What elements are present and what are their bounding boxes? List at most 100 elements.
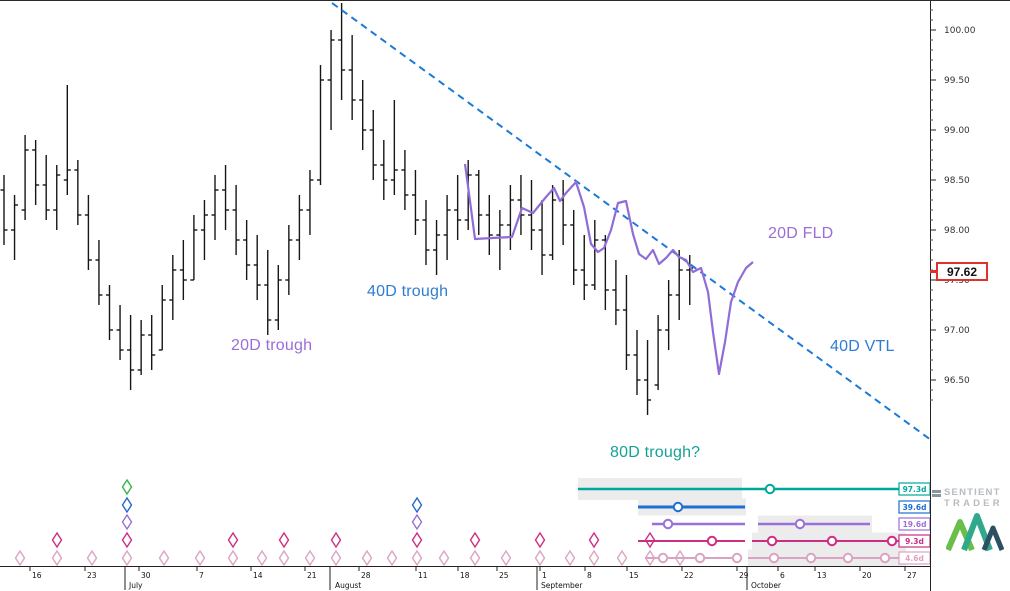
week-label: 1 (542, 571, 547, 580)
price-tick-label: 97.00 (944, 326, 970, 336)
purple-cycle-diamond (411, 513, 423, 531)
week-label: 18 (460, 571, 470, 580)
pink-cycle-diamond (86, 549, 98, 567)
trough-40d-label: 40D trough (367, 283, 449, 300)
cycle-row-9.3d: 9.3d (638, 534, 931, 548)
price-tick-label: 100.00 (944, 26, 976, 36)
week-label: 21 (307, 571, 317, 580)
week-label: 6 (780, 571, 785, 580)
logo-text-trader: TRADER (944, 498, 1003, 509)
week-label: 22 (684, 571, 694, 580)
last-price-label: 97.62 (936, 262, 988, 281)
pink-cycle-diamond (227, 549, 239, 567)
cycle-peak-marker (706, 535, 718, 547)
cycle-peak-marker (672, 501, 684, 513)
week-label: 23 (87, 571, 97, 580)
vtl-40d-label: 40D VTL (830, 338, 895, 355)
pink-cycle-diamond (361, 549, 373, 567)
cycle-peak-marker (768, 552, 780, 564)
vtl-40d-line[interactable] (331, 2, 932, 441)
cycle-peak-marker (879, 552, 891, 564)
pink-cycle-diamond (588, 549, 600, 567)
fld-20d-line[interactable] (463, 163, 754, 376)
month-label: August (335, 581, 361, 590)
price-tick-label: 98.50 (944, 176, 970, 186)
week-label: 7 (199, 571, 204, 580)
pink-cycle-diamond (330, 549, 342, 567)
pink-cycle-diamond (564, 549, 576, 567)
magenta-cycle-diamond (227, 531, 239, 549)
last-price-value: 97.62 (946, 264, 978, 279)
pink-cycle-diamond (256, 549, 268, 567)
cycle-peak-marker (842, 552, 854, 564)
cycle-peak-marker (826, 535, 838, 547)
price-axis: 100.00 99.50 99.00 98.50 98.00 97.50 97.00 96.5… (930, 9, 976, 401)
magenta-cycle-diamond (51, 531, 63, 549)
cycle-label: 4.6d (905, 554, 924, 563)
cycle-label: 39.6d (903, 503, 927, 512)
magenta-cycle-diamond (330, 531, 342, 549)
cycle-peak-marker (694, 552, 706, 564)
trough-20d-label: 20D trough (231, 337, 313, 354)
cycle-peak-marker (731, 552, 743, 564)
pink-cycle-diamond (194, 549, 206, 567)
magenta-cycle-diamond (534, 531, 546, 549)
week-label: 29 (739, 571, 749, 580)
pink-cycle-diamond (674, 549, 686, 567)
price-tick-label: 99.50 (944, 76, 970, 86)
logo-mountain-icon (946, 513, 1004, 552)
logo-text-sentient: SENTIENT (944, 487, 1001, 498)
cycle-row-39.6d: 39.6d (638, 500, 931, 514)
week-label: 25 (499, 571, 509, 580)
pink-cycle-diamond (278, 549, 290, 567)
magenta-cycle-diamond (278, 531, 290, 549)
magenta-cycle-diamond (644, 531, 656, 549)
magenta-cycle-diamond (588, 531, 600, 549)
month-label: October (751, 581, 782, 590)
pink-cycle-diamond (534, 549, 546, 567)
green-cycle-diamond (121, 478, 133, 496)
pink-cycle-diamond (51, 549, 63, 567)
trough-80d-label: 80D trough? (610, 444, 701, 461)
cycle-label: 97.3d (903, 485, 927, 494)
pink-cycle-diamond (121, 549, 133, 567)
sentient-trader-logo: SENTIENT TRADER (932, 487, 1010, 554)
week-label: 27 (907, 571, 917, 580)
cycle-peak-marker (764, 483, 776, 495)
logo-grid-icon (932, 488, 941, 497)
cycle-peak-marker (805, 552, 817, 564)
pink-cycle-diamond (304, 549, 316, 567)
week-label: 13 (817, 571, 827, 580)
cycle-label: 9.3d (905, 537, 924, 546)
pink-cycle-diamond (386, 549, 398, 567)
cycle-diamonds (14, 478, 686, 567)
purple-cycle-diamond (121, 513, 133, 531)
cycle-row-97.3d: 97.3d (578, 482, 931, 496)
price-tick-label: 98.00 (944, 226, 970, 236)
pink-cycle-diamond (469, 549, 481, 567)
cycle-row-19.6d: 19.6d (652, 517, 931, 531)
price-tick-label: 97.50 (944, 276, 970, 286)
price-tick-label: 96.50 (944, 376, 970, 386)
blue-cycle-diamond (121, 496, 133, 514)
week-label: 15 (629, 571, 639, 580)
cycle-label: 19.6d (903, 520, 927, 529)
cycle-peak-marker (886, 535, 898, 547)
month-label: July (128, 581, 143, 590)
magenta-cycle-diamond (411, 531, 423, 549)
week-label: 20 (862, 571, 872, 580)
pink-cycle-diamond (14, 549, 26, 567)
week-label: 11 (418, 571, 428, 580)
cycle-row-4.6d: 4.6d (645, 551, 931, 565)
pink-cycle-diamond (438, 549, 450, 567)
cycle-peak-marker (662, 518, 674, 530)
week-label: 14 (253, 571, 263, 580)
magenta-cycle-diamond (121, 531, 133, 549)
fld-20d-label: 20D FLD (768, 225, 834, 242)
price-tick-label: 99.00 (944, 126, 970, 136)
pink-cycle-diamond (616, 549, 628, 567)
pink-cycle-diamond (411, 549, 423, 567)
magenta-cycle-diamond (469, 531, 481, 549)
